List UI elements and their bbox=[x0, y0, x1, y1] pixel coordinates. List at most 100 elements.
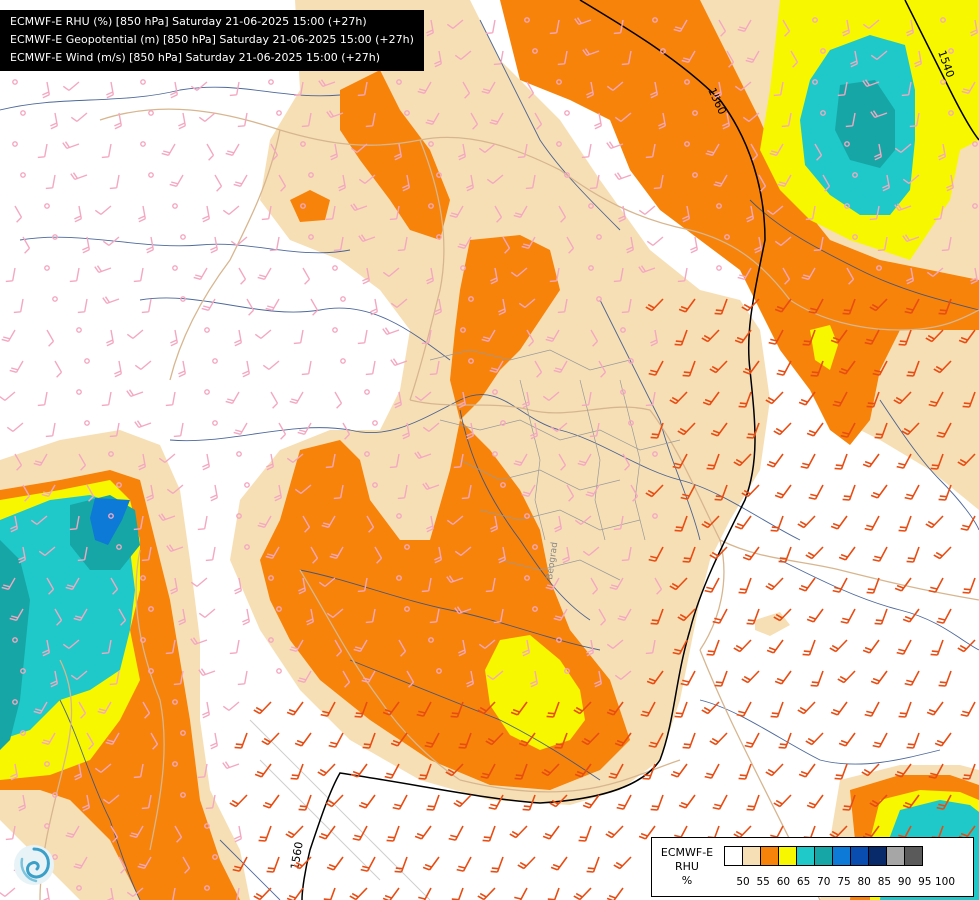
wind-barb bbox=[45, 174, 56, 190]
wind-barb bbox=[166, 484, 184, 494]
wind-barb bbox=[936, 422, 952, 438]
wind-barb bbox=[894, 763, 912, 778]
wind-barb bbox=[677, 267, 688, 283]
wind-barb bbox=[166, 544, 184, 553]
wind-barb bbox=[617, 608, 632, 621]
wind-barb bbox=[481, 329, 496, 342]
wind-barb bbox=[734, 515, 752, 530]
wind-barb-calm bbox=[588, 265, 594, 271]
wind-barb bbox=[541, 763, 560, 777]
wind-barb bbox=[94, 205, 112, 215]
wind-barb bbox=[960, 515, 976, 531]
wind-barb bbox=[133, 515, 144, 531]
wind-barb bbox=[709, 732, 728, 746]
wind-barb bbox=[490, 856, 504, 873]
wind-barb bbox=[190, 577, 208, 587]
wind-barb bbox=[830, 515, 848, 530]
wind-barb bbox=[800, 453, 816, 469]
wind-barb bbox=[46, 577, 55, 595]
wind-barb bbox=[210, 732, 218, 750]
wind-barb bbox=[392, 794, 408, 810]
wind-barb bbox=[870, 484, 888, 499]
wind-barb bbox=[726, 50, 735, 68]
wind-barb bbox=[101, 391, 112, 407]
legend-swatches bbox=[724, 846, 923, 866]
wind-barb-calm bbox=[564, 668, 570, 674]
wind-barb bbox=[502, 236, 511, 254]
wind-barb bbox=[585, 484, 600, 497]
legend-swatch bbox=[724, 846, 743, 866]
wind-barb bbox=[681, 50, 696, 63]
wind-barb bbox=[222, 205, 240, 215]
wind-barb bbox=[526, 329, 535, 347]
wind-barb-calm bbox=[596, 234, 602, 240]
wind-barb bbox=[146, 484, 154, 502]
wind-barb bbox=[325, 794, 344, 808]
wind-barb bbox=[488, 794, 504, 810]
wind-barb bbox=[774, 236, 792, 246]
wind-barb-calm bbox=[812, 79, 818, 85]
wind-barb-calm bbox=[204, 885, 210, 891]
wind-barb bbox=[246, 298, 255, 316]
wind-barb bbox=[402, 174, 410, 192]
wind-barb bbox=[842, 484, 856, 501]
wind-barb-calm bbox=[12, 141, 18, 147]
wind-barb bbox=[605, 825, 624, 839]
wind-barb-calm bbox=[628, 420, 634, 426]
wind-barb-calm bbox=[300, 203, 306, 209]
wind-barb bbox=[970, 267, 978, 285]
wind-barb bbox=[456, 856, 472, 872]
wind-barb-calm bbox=[212, 854, 218, 860]
wind-barb bbox=[872, 732, 888, 748]
wind-barb bbox=[390, 358, 408, 367]
wind-barb bbox=[810, 360, 824, 377]
wind-barb bbox=[957, 453, 976, 467]
wind-barb bbox=[734, 329, 752, 344]
wind-barb bbox=[446, 515, 464, 525]
wind-barb-calm bbox=[972, 141, 978, 147]
wind-barb bbox=[374, 546, 383, 564]
wind-barb bbox=[776, 360, 792, 376]
wind-barb bbox=[434, 298, 442, 316]
wind-barb-calm bbox=[404, 110, 410, 116]
wind-barb bbox=[898, 329, 912, 346]
wind-barb bbox=[542, 825, 560, 840]
wind-barb bbox=[9, 360, 24, 373]
ecmwf-swirl-icon bbox=[12, 843, 56, 887]
wind-barb-calm bbox=[212, 420, 218, 426]
wind-barb bbox=[74, 763, 82, 781]
wind-barb bbox=[278, 174, 287, 192]
wind-barb bbox=[586, 856, 600, 873]
wind-barb bbox=[650, 329, 658, 347]
wind-barb bbox=[46, 329, 55, 347]
wind-barb bbox=[422, 422, 440, 432]
wind-barb bbox=[509, 825, 528, 839]
wind-barb bbox=[906, 360, 920, 377]
legend-swatch bbox=[886, 846, 905, 866]
wind-barb bbox=[645, 298, 664, 312]
wind-barb bbox=[870, 50, 888, 60]
wind-barb bbox=[582, 546, 600, 556]
wind-barb bbox=[714, 298, 728, 315]
wind-barb bbox=[517, 143, 528, 159]
wind-barb bbox=[962, 391, 976, 408]
wind-barb-calm bbox=[44, 761, 50, 767]
wind-barb-calm bbox=[468, 358, 474, 364]
wind-barb bbox=[458, 391, 466, 409]
wind-barb bbox=[454, 50, 472, 60]
wind-barb-calm bbox=[172, 203, 178, 209]
wind-barb bbox=[621, 50, 632, 66]
wind-barb bbox=[678, 794, 696, 809]
legend-tick: 55 bbox=[756, 876, 770, 888]
wind-barb bbox=[718, 19, 727, 37]
wind-barb-calm bbox=[244, 482, 250, 488]
wind-barb bbox=[906, 267, 914, 285]
wind-barb bbox=[773, 422, 792, 436]
legend-tick: 90 bbox=[897, 876, 912, 888]
wind-barb bbox=[498, 298, 506, 316]
wind-barb bbox=[42, 639, 50, 657]
wind-barb-calm bbox=[148, 606, 154, 612]
wind-barb bbox=[938, 670, 952, 687]
wind-barb-calm bbox=[84, 358, 90, 364]
wind-barb bbox=[232, 856, 248, 872]
